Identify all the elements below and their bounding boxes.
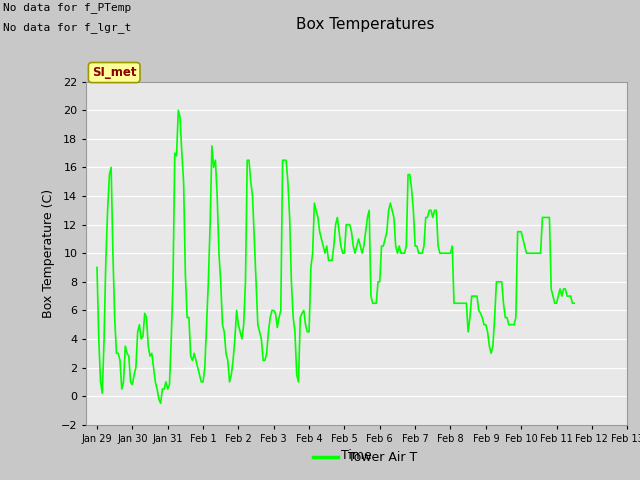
X-axis label: Time: Time: [341, 449, 372, 462]
Y-axis label: Box Temperature (C): Box Temperature (C): [42, 189, 55, 318]
Text: No data for f_lgr_t: No data for f_lgr_t: [3, 22, 131, 33]
Text: SI_met: SI_met: [92, 66, 136, 79]
Text: Box Temperatures: Box Temperatures: [296, 17, 434, 32]
Text: No data for f_PTemp: No data for f_PTemp: [3, 2, 131, 13]
Legend: Tower Air T: Tower Air T: [308, 446, 422, 469]
